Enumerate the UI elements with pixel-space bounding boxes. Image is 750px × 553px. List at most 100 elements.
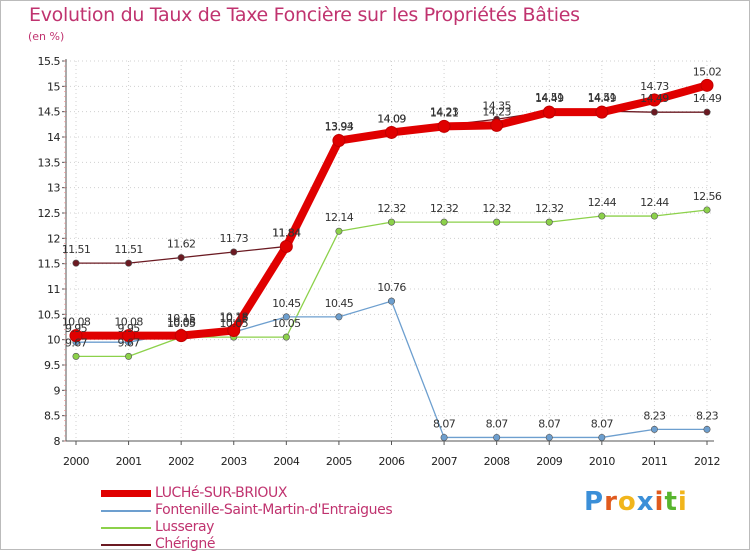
- data-label: 10.18: [220, 311, 249, 324]
- data-label: 8.07: [486, 417, 509, 430]
- data-point: [598, 433, 606, 441]
- logo-letter: i: [654, 487, 665, 517]
- y-tick-label: 13: [47, 182, 60, 195]
- y-tick-label: 13.5: [38, 156, 61, 169]
- legend-swatch: [101, 544, 151, 546]
- data-point: [542, 105, 556, 119]
- logo-letter: P: [584, 487, 605, 517]
- logo-letter: t: [664, 487, 678, 517]
- data-label: 11.84: [272, 226, 301, 239]
- data-label: 10.05: [272, 317, 301, 330]
- proxiti-logo: Proxiti: [584, 487, 688, 517]
- data-label: 11.84: [272, 226, 301, 239]
- data-label: 9.95: [65, 322, 88, 335]
- legend-label: Chérigné: [155, 536, 216, 552]
- y-tick-label: 15: [47, 80, 60, 93]
- data-label: 12.32: [377, 202, 406, 215]
- data-point: [647, 93, 661, 107]
- data-point: [545, 218, 553, 226]
- data-label: 8.23: [696, 409, 719, 422]
- data-point: [703, 108, 711, 116]
- data-label: 11.51: [114, 243, 143, 256]
- data-point: [125, 352, 133, 360]
- data-label: 11.51: [62, 243, 91, 256]
- data-point: [174, 329, 188, 343]
- legend-label: LUCHé-SUR-BRIOUX: [155, 485, 288, 501]
- data-label: 10.05: [220, 317, 249, 330]
- data-label: 14.09: [377, 112, 406, 125]
- data-point: [282, 313, 290, 321]
- data-point: [493, 218, 501, 226]
- data-label: 14.23: [482, 105, 511, 118]
- data-label: 10.15: [167, 312, 196, 325]
- x-tick-label: 2005: [326, 455, 352, 468]
- data-point: [282, 333, 290, 341]
- data-label: 15.02: [693, 65, 722, 78]
- y-tick-label: 11: [47, 283, 60, 296]
- data-label: 14.49: [693, 92, 722, 105]
- data-point: [335, 227, 343, 235]
- data-point: [69, 329, 83, 343]
- y-tick-label: 12.5: [38, 207, 61, 220]
- data-point: [545, 433, 553, 441]
- data-point: [72, 352, 80, 360]
- data-label: 14.35: [482, 99, 511, 112]
- data-label: 12.44: [640, 196, 669, 209]
- data-label: 14.49: [535, 92, 564, 105]
- data-point: [125, 259, 133, 267]
- data-label: 14.51: [535, 91, 564, 104]
- x-tick-label: 2000: [63, 455, 89, 468]
- data-point: [650, 425, 658, 433]
- data-label: 10.15: [220, 312, 249, 325]
- data-point: [332, 134, 346, 148]
- legend-label: Fontenille-Saint-Martin-d'Entraigues: [155, 502, 393, 518]
- y-tick-label: 15.5: [38, 55, 61, 68]
- data-point: [703, 425, 711, 433]
- data-label: 11.73: [220, 232, 249, 245]
- data-label: 12.32: [482, 202, 511, 215]
- legend-label: Lusseray: [155, 519, 215, 535]
- data-point: [437, 119, 451, 133]
- data-point: [440, 218, 448, 226]
- x-tick-label: 2001: [116, 455, 142, 468]
- chart-subtitle: (en %): [28, 30, 65, 43]
- data-label: 12.32: [535, 202, 564, 215]
- data-label: 10.08: [62, 316, 91, 329]
- x-tick-label: 2009: [536, 455, 562, 468]
- logo-letter: r: [604, 487, 618, 517]
- legend-swatch: [101, 490, 151, 497]
- data-point: [490, 118, 504, 132]
- y-tick-label: 8: [54, 435, 61, 448]
- y-tick-label: 14: [47, 131, 60, 144]
- x-tick-label: 2011: [641, 455, 667, 468]
- data-label: 10.45: [272, 297, 301, 310]
- x-tick-label: 2003: [221, 455, 247, 468]
- data-point: [387, 218, 395, 226]
- data-label: 10.05: [167, 317, 196, 330]
- data-point: [595, 105, 609, 119]
- data-label: 13.93: [325, 121, 354, 134]
- data-label: 12.14: [325, 211, 354, 224]
- data-point: [72, 259, 80, 267]
- y-tick-label: 12: [47, 232, 60, 245]
- data-point: [279, 239, 293, 253]
- chart-title: Evolution du Taux de Taxe Foncière sur l…: [29, 4, 580, 26]
- data-point: [230, 248, 238, 256]
- data-point: [335, 313, 343, 321]
- x-tick-label: 2004: [273, 455, 299, 468]
- y-tick-label: 10.5: [38, 308, 61, 321]
- y-tick-label: 10: [47, 334, 60, 347]
- data-label: 9.95: [118, 322, 141, 335]
- x-tick-label: 2012: [694, 455, 720, 468]
- data-label: 10.76: [377, 281, 406, 294]
- data-point: [387, 297, 395, 305]
- x-tick-label: 2006: [379, 455, 405, 468]
- data-label: 8.07: [591, 417, 614, 430]
- data-label: 11.62: [167, 238, 196, 251]
- data-point: [598, 212, 606, 220]
- data-label: 14.23: [430, 105, 459, 118]
- data-label: 14.73: [640, 80, 669, 93]
- data-label: 13.94: [325, 120, 354, 133]
- logo-letter: o: [617, 487, 637, 517]
